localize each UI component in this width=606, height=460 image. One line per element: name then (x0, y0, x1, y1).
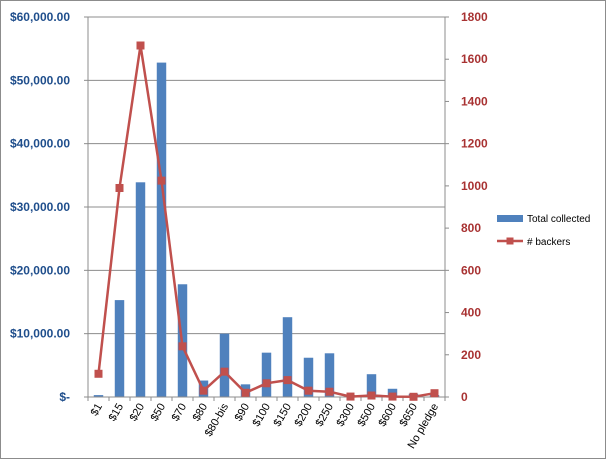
right-axis-ticks: 0 200 400 600 800 1000 1200 1400 1600 1800 (445, 10, 488, 404)
line-marker (325, 387, 334, 396)
x-axis-ticks: $1 $15 $20 $50 $70 $80$80-bis $90$100$150$200$… (89, 401, 442, 451)
line-marker (262, 379, 271, 388)
left-tick-label: $40,000.00 (10, 137, 70, 151)
line-marker (241, 388, 250, 397)
bar (261, 352, 272, 397)
line-marker (136, 41, 145, 50)
bar (366, 374, 377, 397)
left-tick-label: $10,000.00 (10, 327, 70, 341)
line-marker (157, 176, 166, 185)
gridlines (88, 16, 445, 335)
line-marker (304, 386, 313, 395)
right-tick-label: 200 (461, 348, 481, 362)
left-axis-ticks: $- $10,000.00 $20,000.00 $30,000.00 $40,000.… (10, 10, 88, 404)
left-tick-label: $60,000.00 (10, 10, 70, 24)
x-tick-label: $200 (292, 402, 315, 429)
line-marker (115, 184, 124, 192)
x-tick-label: $70 (170, 402, 190, 424)
bar (219, 333, 230, 397)
line-marker (178, 342, 187, 351)
x-tick-label: $250 (313, 402, 336, 429)
right-tick-label: 1800 (461, 10, 488, 24)
x-tick-label: $15 (107, 402, 127, 424)
right-tick-label: 800 (461, 221, 481, 235)
x-tick-label: $300 (334, 402, 357, 429)
backers-line (97, 44, 435, 399)
line-marker (94, 369, 103, 378)
legend-swatch-bars (497, 215, 523, 222)
line-marker (409, 392, 418, 401)
x-tick-label: $20 (128, 402, 148, 424)
right-tick-label: 600 (461, 263, 481, 277)
left-tick-label: $30,000.00 (10, 200, 70, 214)
bar (303, 357, 314, 397)
bar (282, 317, 293, 397)
right-tick-label: 400 (461, 306, 481, 320)
x-tick-label: $50 (149, 402, 169, 424)
legend: Total collected # backers (497, 214, 590, 248)
x-tick-label: $80 (191, 402, 211, 424)
line-marker (388, 392, 397, 401)
left-tick-label: $50,000.00 (10, 73, 70, 87)
left-tick-label: $- (59, 390, 70, 404)
x-tick-label: $1 (89, 402, 106, 419)
right-tick-label: 0 (461, 390, 468, 404)
bar (156, 62, 167, 397)
bar (324, 353, 335, 397)
legend-swatch-marker (506, 237, 514, 245)
right-tick-label: 1000 (461, 179, 488, 193)
legend-label-line: # backers (527, 237, 570, 248)
line-marker (283, 376, 292, 385)
bar (135, 182, 146, 397)
x-tick-label: $150 (271, 402, 294, 429)
line-marker (346, 392, 355, 401)
right-tick-label: 1200 (461, 137, 488, 151)
right-tick-label: 1400 (461, 94, 488, 108)
line-marker (220, 367, 229, 376)
right-tick-label: 1600 (461, 52, 488, 66)
x-tick-label: $600 (376, 402, 399, 429)
legend-label-bars: Total collected (527, 214, 590, 225)
x-tick-label: $500 (355, 402, 378, 429)
bar-series (93, 62, 440, 397)
line-series (94, 41, 439, 401)
x-tick-label: $100 (250, 402, 273, 429)
line-marker (199, 386, 208, 395)
line-marker (430, 389, 439, 398)
line-marker (367, 391, 376, 400)
x-tick-label: $90 (233, 402, 253, 424)
bar (93, 395, 104, 397)
bar (114, 300, 125, 397)
left-tick-label: $20,000.00 (10, 263, 70, 277)
